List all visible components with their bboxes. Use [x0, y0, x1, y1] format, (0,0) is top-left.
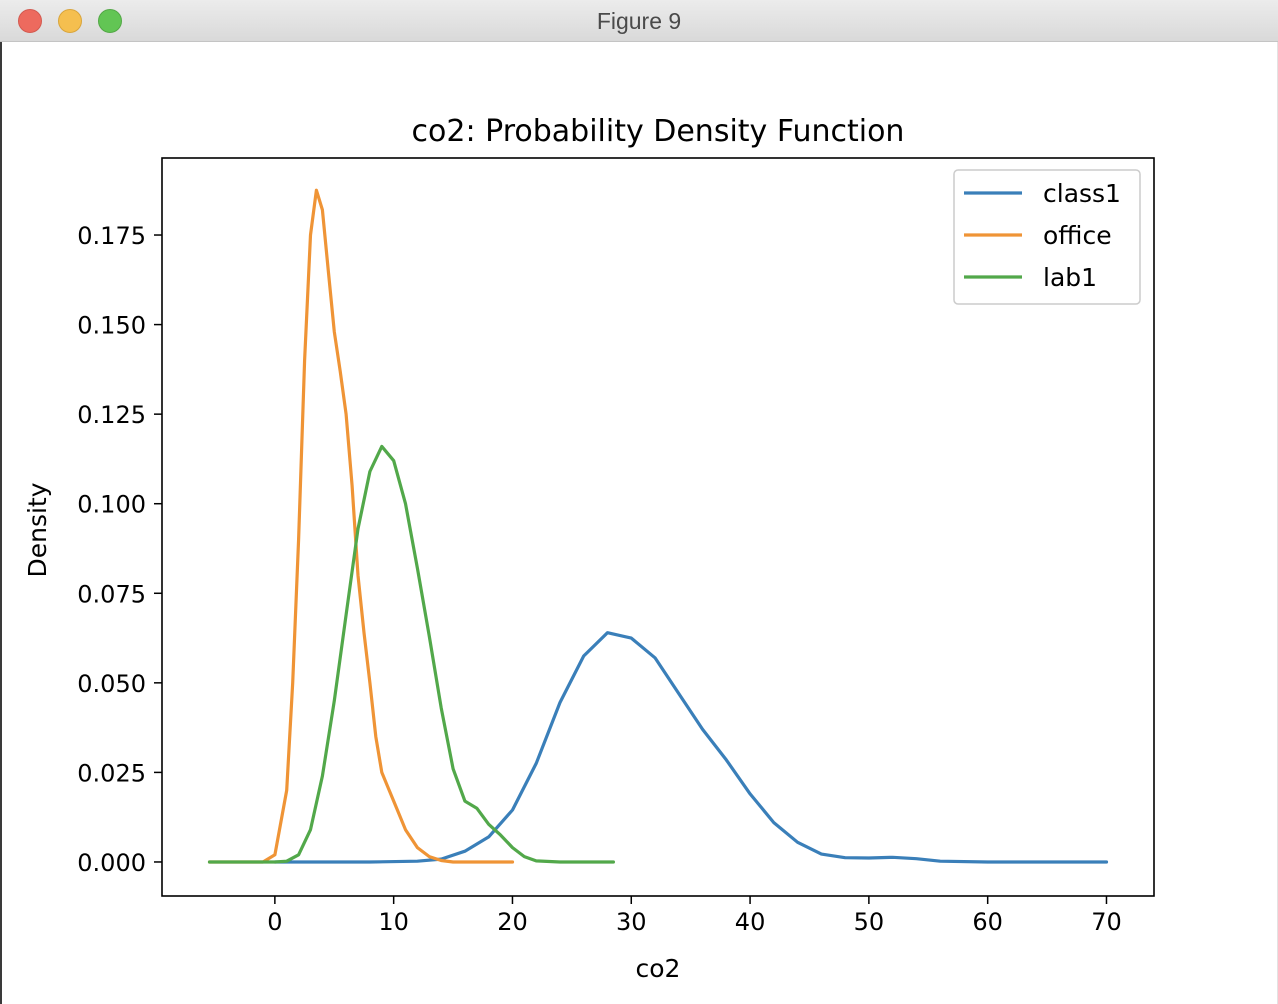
y-tick-label: 0.100 — [77, 491, 146, 519]
x-tick-label: 60 — [972, 908, 1003, 936]
y-tick-label: 0.150 — [77, 312, 146, 340]
legend-label-class1: class1 — [1043, 179, 1121, 208]
x-tick-label: 10 — [378, 908, 409, 936]
x-tick-label: 70 — [1091, 908, 1122, 936]
window-left-edge — [0, 42, 2, 1004]
series-line-class1 — [273, 631, 1109, 864]
window-title: Figure 9 — [596, 8, 682, 34]
zoom-window-button[interactable] — [98, 9, 122, 33]
plot-frame — [161, 157, 1155, 897]
y-tick-label: 0.075 — [77, 580, 146, 608]
y-axis-ticks: 0.000 0.025 0.050 0.075 0.100 0.125 0.150 0.175 — [77, 222, 162, 877]
y-tick-label: 0.175 — [77, 222, 146, 250]
x-tick-label: 20 — [497, 908, 528, 936]
minimize-window-button[interactable] — [58, 9, 82, 33]
window-titlebar: Figure 9 — [0, 0, 1278, 42]
y-tick-label: 0.125 — [77, 401, 146, 429]
x-tick-label: 30 — [616, 908, 647, 936]
legend-label-office: office — [1043, 221, 1112, 250]
y-axis-label: Density — [23, 482, 52, 577]
series-line-office — [207, 188, 515, 864]
series-line-lab1 — [207, 444, 615, 864]
x-tick-label: 40 — [735, 908, 766, 936]
legend-label-lab1: lab1 — [1043, 263, 1097, 292]
pdf-chart: co2: Probability Density Function 0 10 20 3… — [23, 114, 1155, 983]
legend-box — [953, 169, 1141, 305]
x-tick-label: 0 — [267, 908, 282, 936]
close-window-button[interactable] — [18, 9, 42, 33]
series-layer — [207, 188, 1109, 864]
y-tick-label: 0.025 — [77, 759, 146, 787]
y-tick-label: 0.050 — [77, 670, 146, 698]
x-tick-label: 50 — [854, 908, 885, 936]
legend: class1 office lab1 — [953, 169, 1141, 305]
x-axis-ticks: 0 10 20 30 40 50 60 70 — [267, 896, 1122, 936]
chart-title: co2: Probability Density Function — [412, 114, 905, 149]
x-axis-label: co2 — [636, 954, 681, 983]
y-tick-label: 0.000 — [77, 849, 146, 877]
